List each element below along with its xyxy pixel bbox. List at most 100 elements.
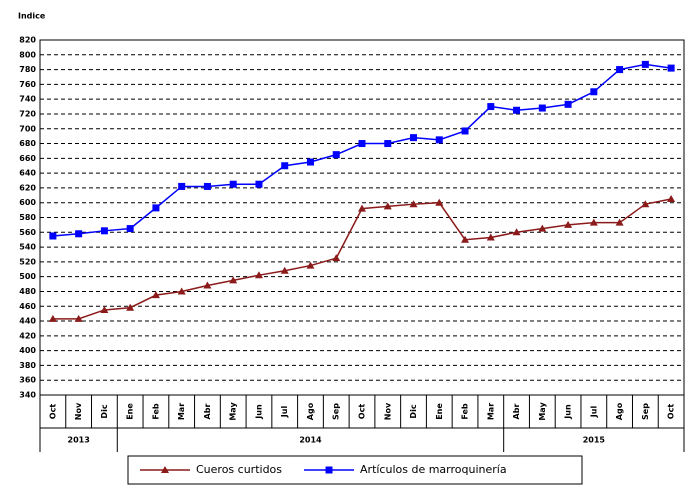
marker: [435, 136, 443, 144]
marker: [358, 140, 366, 148]
marker: [667, 64, 675, 72]
marker: [616, 66, 624, 74]
y-tick-label: 400: [19, 346, 36, 355]
legend-marker: [325, 466, 333, 474]
marker: [177, 287, 186, 295]
marker: [178, 182, 186, 190]
x-tick-label: Nov: [74, 402, 83, 420]
x-tick-label: Oct: [48, 404, 57, 420]
x-tick-label: Oct: [667, 404, 676, 420]
marker: [461, 235, 470, 243]
x-tick-label: Ago: [306, 402, 315, 420]
y-tick-label: 520: [19, 257, 36, 266]
x-tick-label: Abr: [512, 404, 521, 420]
x-tick-label: Jul: [280, 406, 289, 419]
marker: [229, 180, 237, 188]
y-tick-label: 600: [19, 198, 36, 207]
y-tick-label: 460: [19, 302, 36, 311]
x-tick-label: Feb: [461, 403, 470, 420]
year-label: 2013: [68, 436, 90, 445]
marker: [280, 266, 289, 274]
y-tick-label: 640: [19, 169, 36, 178]
marker: [667, 195, 676, 203]
x-tick-label: Abr: [203, 404, 212, 420]
marker: [100, 305, 109, 313]
plot-frame: [39, 39, 685, 396]
x-tick-label: Ago: [615, 402, 624, 420]
marker: [49, 232, 57, 240]
marker: [255, 180, 263, 188]
marker: [384, 140, 392, 148]
legend-label: Artículos de marroquinería: [360, 463, 507, 476]
y-tick-label: 480: [19, 287, 36, 296]
y-tick-label: 720: [19, 109, 36, 118]
x-tick-label: Jul: [589, 406, 598, 419]
y-tick-label: 680: [19, 139, 36, 148]
marker: [152, 204, 160, 212]
marker: [332, 151, 340, 159]
marker: [641, 60, 649, 68]
marker: [151, 291, 160, 299]
y-tick-label: 560: [19, 228, 36, 237]
marker: [615, 218, 624, 226]
y-tick-label: 340: [19, 391, 36, 400]
y-tick-label: 500: [19, 272, 36, 281]
marker: [281, 162, 289, 170]
x-tick-label: Oct: [358, 404, 367, 420]
marker: [383, 202, 392, 210]
legend-box: [127, 455, 583, 485]
marker: [203, 281, 212, 289]
marker: [306, 261, 315, 269]
marker: [513, 106, 521, 114]
marker: [126, 225, 134, 233]
marker: [358, 204, 366, 212]
marker: [564, 100, 572, 108]
marker: [229, 276, 238, 284]
y-tick-label: 540: [19, 243, 36, 252]
marker: [486, 233, 495, 241]
x-tick-label: Feb: [151, 403, 160, 420]
marker: [461, 127, 469, 135]
marker: [74, 314, 83, 322]
y-axis-label: Indice: [18, 12, 46, 21]
x-tick-label: Ene: [435, 403, 444, 420]
marker: [410, 134, 418, 142]
y-tick-label: 620: [19, 183, 36, 192]
x-tick-label: Sep: [641, 403, 650, 420]
legend-marker: [161, 466, 169, 473]
marker: [590, 88, 598, 96]
marker: [126, 303, 135, 311]
marker: [306, 158, 314, 166]
marker: [48, 314, 57, 322]
year-label: 2014: [299, 436, 322, 445]
x-tick-label: Dic: [100, 404, 109, 418]
y-tick-label: 360: [19, 376, 36, 385]
x-tick-label: Dic: [409, 404, 418, 418]
marker: [100, 227, 108, 235]
x-tick-label: May: [538, 402, 547, 421]
x-tick-label: Sep: [332, 403, 341, 420]
marker: [538, 104, 546, 112]
x-tick-label: Jun: [254, 404, 263, 420]
y-tick-label: 780: [19, 65, 36, 74]
y-tick-label: 580: [19, 213, 36, 222]
y-tick-label: 440: [19, 317, 36, 326]
year-label: 2015: [583, 436, 606, 445]
y-tick-label: 820: [19, 36, 36, 45]
marker: [409, 200, 418, 208]
marker: [487, 103, 495, 111]
y-tick-label: 380: [19, 361, 36, 370]
y-tick-label: 740: [19, 95, 36, 104]
marker: [512, 228, 521, 236]
x-tick-label: Jun: [564, 404, 573, 420]
marker: [641, 200, 650, 208]
marker: [254, 271, 263, 279]
marker: [435, 198, 444, 206]
y-tick-label: 420: [19, 331, 36, 340]
marker: [564, 220, 573, 228]
x-tick-label: Nov: [383, 402, 392, 420]
y-tick-label: 800: [19, 50, 36, 59]
x-tick-label: Ene: [126, 403, 135, 420]
